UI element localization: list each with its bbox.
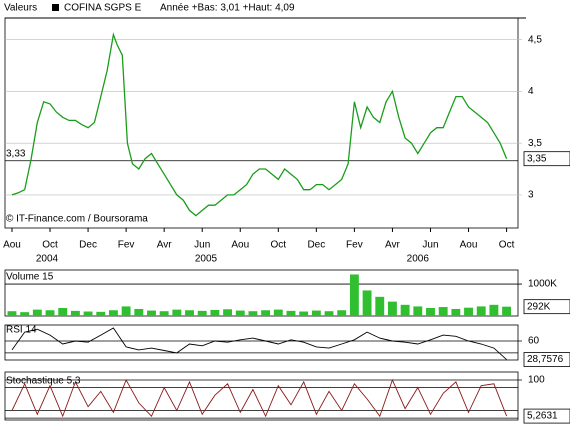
bar [45, 310, 55, 316]
line [11, 32, 508, 217]
bar [7, 311, 17, 316]
x-tick-label: Oct [499, 240, 515, 251]
bar [286, 310, 296, 316]
x-tick-label: Aou [460, 240, 478, 251]
bar [210, 309, 220, 316]
bar [147, 310, 156, 316]
y-tick-label: 4,5 [528, 34, 542, 45]
y-tick-label: 60 [528, 336, 540, 347]
bar [349, 274, 359, 316]
x-tick-label: Oct [271, 240, 287, 251]
x-tick-label: Dec [307, 240, 325, 251]
bar [451, 308, 461, 316]
year-label: 2005 [195, 254, 218, 265]
last-value-label: 292K [527, 301, 551, 312]
bar [159, 311, 169, 316]
x-tick-label: Aou [3, 240, 21, 251]
bar [324, 311, 334, 316]
last-value-box [523, 408, 570, 424]
last-value-box [523, 151, 570, 167]
bar [375, 296, 385, 316]
panel-title: RSI 14 [6, 325, 37, 336]
bar [185, 310, 194, 316]
bar [362, 290, 372, 316]
bar [134, 308, 144, 316]
bar [20, 312, 30, 316]
bar [121, 306, 131, 316]
bar [58, 308, 68, 316]
panel-frame [4, 371, 519, 421]
x-tick-label: Fev [346, 240, 363, 251]
x-tick-label: Jun [422, 240, 438, 251]
menu[interactable]: Valeurs [4, 3, 37, 14]
x-tick-label: Oct [42, 240, 58, 251]
bar [337, 310, 347, 316]
bar [413, 306, 423, 316]
bar [400, 304, 410, 316]
year-label: 2004 [36, 254, 59, 265]
y-tick-label: 4 [528, 86, 534, 97]
bar [32, 309, 42, 316]
x-tick-label: Aou [231, 240, 249, 251]
y-tick-label: 3 [528, 190, 534, 201]
bar [197, 310, 207, 316]
y-tick-label: 100 [528, 375, 545, 386]
bar [261, 310, 271, 316]
summary: Année +Bas: 3,01 +Haut: 4,09 [160, 3, 295, 14]
bar [464, 307, 473, 316]
x-tick-label: Fev [118, 240, 135, 251]
bar [489, 304, 499, 316]
y-tick-label: 1000K [528, 279, 557, 290]
bar [388, 301, 397, 316]
y-tick-label: 3,5 [528, 138, 542, 149]
bar [273, 309, 283, 316]
bar [96, 311, 106, 316]
x-tick-label: Avr [157, 240, 172, 251]
reference-label: 3,33 [6, 148, 26, 159]
bar [438, 307, 448, 316]
bar [311, 310, 321, 316]
last-value-box [523, 352, 570, 367]
year-label: 2006 [407, 254, 430, 265]
bar [235, 310, 245, 316]
bar [476, 306, 486, 316]
bar [70, 310, 80, 316]
line [11, 378, 508, 418]
bar [502, 306, 512, 316]
bar [172, 309, 182, 316]
bar [83, 311, 93, 316]
credit: © IT-Finance.com / Boursorama [6, 214, 148, 225]
x-tick-label: Dec [79, 240, 97, 251]
last-value-label: 3,35 [527, 153, 547, 164]
panel-title: Volume 15 [6, 272, 54, 283]
x-tick-label: Avr [385, 240, 400, 251]
panel-title: Stochastique 5,3 [6, 376, 81, 387]
panel-frame [4, 324, 519, 361]
x-tick-label: Jun [194, 240, 210, 251]
instrument: COFINA SGPS E [64, 3, 142, 14]
line [11, 327, 507, 360]
bar [108, 310, 118, 316]
last-value-label: 5,2631 [527, 411, 558, 422]
bar [299, 311, 309, 316]
last-value-label: 28,7576 [527, 354, 564, 365]
last-value-box [523, 299, 570, 315]
bar [248, 311, 258, 316]
instrument-icon [52, 4, 59, 11]
bar [426, 308, 435, 316]
bar [223, 309, 233, 316]
